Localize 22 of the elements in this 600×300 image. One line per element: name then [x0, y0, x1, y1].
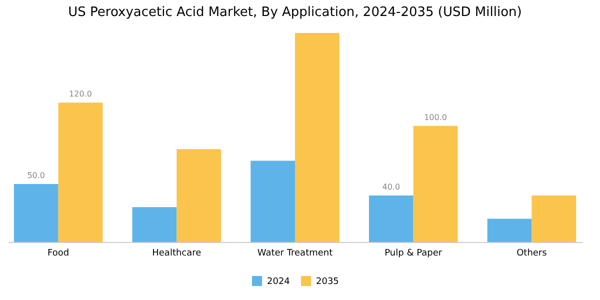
legend-label: 2035 [316, 277, 339, 287]
bar [532, 196, 576, 242]
data-label: 100.0 [424, 112, 447, 122]
legend-label: 2024 [267, 277, 290, 287]
x-tick-label: Pulp & Paper [384, 248, 442, 258]
bar [176, 149, 222, 242]
chart-title: US Peroxyacetic Acid Market, By Application, 2024-2035 (USD Million) [68, 5, 522, 20]
bar [413, 126, 458, 242]
data-label: 40.0 [382, 182, 400, 192]
data-label: 50.0 [27, 170, 46, 180]
bar [487, 218, 532, 242]
x-tick-label: Healthcare [152, 248, 202, 258]
x-tick-label: Water Treatment [257, 248, 334, 258]
data-label: 120.0 [69, 90, 92, 99]
bar [14, 184, 58, 242]
x-tick-label: Others [516, 248, 548, 258]
bar [368, 196, 414, 242]
x-tick-label: Food [48, 248, 70, 258]
bar [250, 160, 295, 242]
bar [58, 102, 103, 242]
bar [132, 207, 177, 242]
bar [295, 33, 340, 242]
